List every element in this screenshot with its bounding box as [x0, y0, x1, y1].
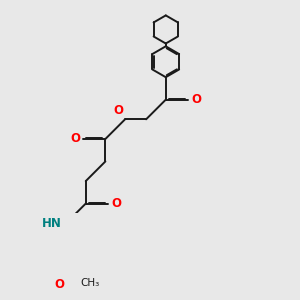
- Text: O: O: [113, 103, 123, 116]
- Text: CH₃: CH₃: [81, 278, 100, 288]
- Text: O: O: [191, 93, 201, 106]
- Text: O: O: [54, 278, 64, 291]
- Text: O: O: [111, 197, 121, 210]
- Text: O: O: [70, 133, 80, 146]
- Text: HN: HN: [42, 217, 62, 230]
